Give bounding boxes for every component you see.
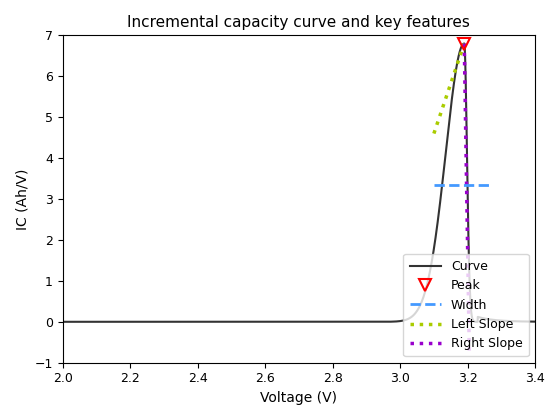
Curve bbox=[343, 319, 349, 324]
Line: Left Slope: Left Slope bbox=[434, 44, 464, 134]
Curve bbox=[532, 319, 539, 324]
Curve bbox=[59, 319, 66, 324]
Line: Curve: Curve bbox=[63, 44, 535, 322]
Curve bbox=[448, 103, 455, 108]
Curve bbox=[240, 319, 246, 324]
Width bbox=[431, 182, 437, 187]
Left Slope bbox=[431, 131, 437, 136]
Left Slope bbox=[461, 41, 468, 46]
Legend: Curve, Peak, Width, Left Slope, Right Slope: Curve, Peak, Width, Left Slope, Right Sl… bbox=[403, 254, 529, 357]
Curve bbox=[145, 319, 152, 324]
Curve bbox=[412, 311, 418, 316]
Y-axis label: IC (Ah/V): IC (Ah/V) bbox=[15, 168, 29, 230]
Curve bbox=[461, 41, 468, 46]
X-axis label: Voltage (V): Voltage (V) bbox=[260, 391, 337, 405]
Title: Incremental capacity curve and key features: Incremental capacity curve and key featu… bbox=[128, 15, 470, 30]
Curve bbox=[367, 319, 374, 324]
Width bbox=[488, 182, 494, 187]
